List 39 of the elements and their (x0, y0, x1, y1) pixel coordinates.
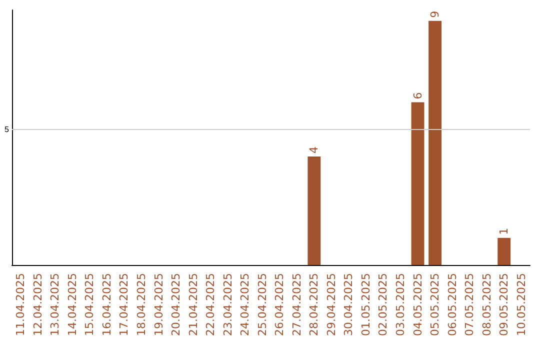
bar (308, 156, 321, 265)
bar (498, 238, 511, 265)
x-tick-label: 27.04.2025 (290, 273, 304, 336)
x-tick-label: 17.04.2025 (118, 273, 131, 336)
x-tick-label: 14.04.2025 (66, 273, 79, 336)
x-tick-label: 12.04.2025 (31, 273, 44, 336)
x-tick-label: 08.05.2025 (480, 273, 494, 336)
ref-line-label: 5 (4, 124, 10, 134)
x-tick-label: 16.04.2025 (100, 273, 114, 336)
x-tick-label: 15.04.2025 (83, 273, 96, 336)
data-label: 4 (308, 146, 321, 154)
x-tick-label: 20.04.2025 (170, 273, 183, 336)
x-tick-label: 23.04.2025 (221, 273, 234, 336)
x-tick-label: 07.05.2025 (463, 273, 476, 336)
x-tick-label: 11.04.2025 (14, 273, 28, 336)
x-tick-label: 02.05.2025 (376, 273, 390, 336)
x-tick-label: 25.04.2025 (256, 273, 269, 336)
x-tick-label: 04.05.2025 (411, 273, 424, 336)
x-tick-label: 03.05.2025 (394, 273, 407, 336)
x-tick-label: 30.04.2025 (342, 273, 356, 336)
x-tick-label: 18.04.2025 (135, 273, 148, 336)
x-tick-label: 19.04.2025 (152, 273, 166, 336)
x-tick-label: 28.04.2025 (308, 273, 321, 336)
data-label: 1 (498, 228, 511, 235)
bar (411, 102, 424, 265)
x-tick-label: 13.04.2025 (48, 273, 62, 336)
data-label: 6 (411, 92, 424, 100)
x-tick-label: 29.04.2025 (324, 273, 338, 336)
data-label: 9 (428, 10, 442, 18)
x-tick-label: 05.05.2025 (428, 273, 442, 336)
x-tick-label: 21.04.2025 (186, 273, 200, 336)
x-tick-label: 26.04.2025 (273, 273, 286, 336)
x-tick-label: 10.05.2025 (514, 273, 528, 336)
x-tick-label: 09.05.2025 (498, 273, 511, 336)
x-tick-label: 06.05.2025 (446, 273, 459, 336)
x-tick-label: 22.04.2025 (204, 273, 218, 336)
bar (428, 20, 442, 265)
x-tick-label: 24.04.2025 (238, 273, 252, 336)
x-tick-label: 01.05.2025 (359, 273, 372, 336)
